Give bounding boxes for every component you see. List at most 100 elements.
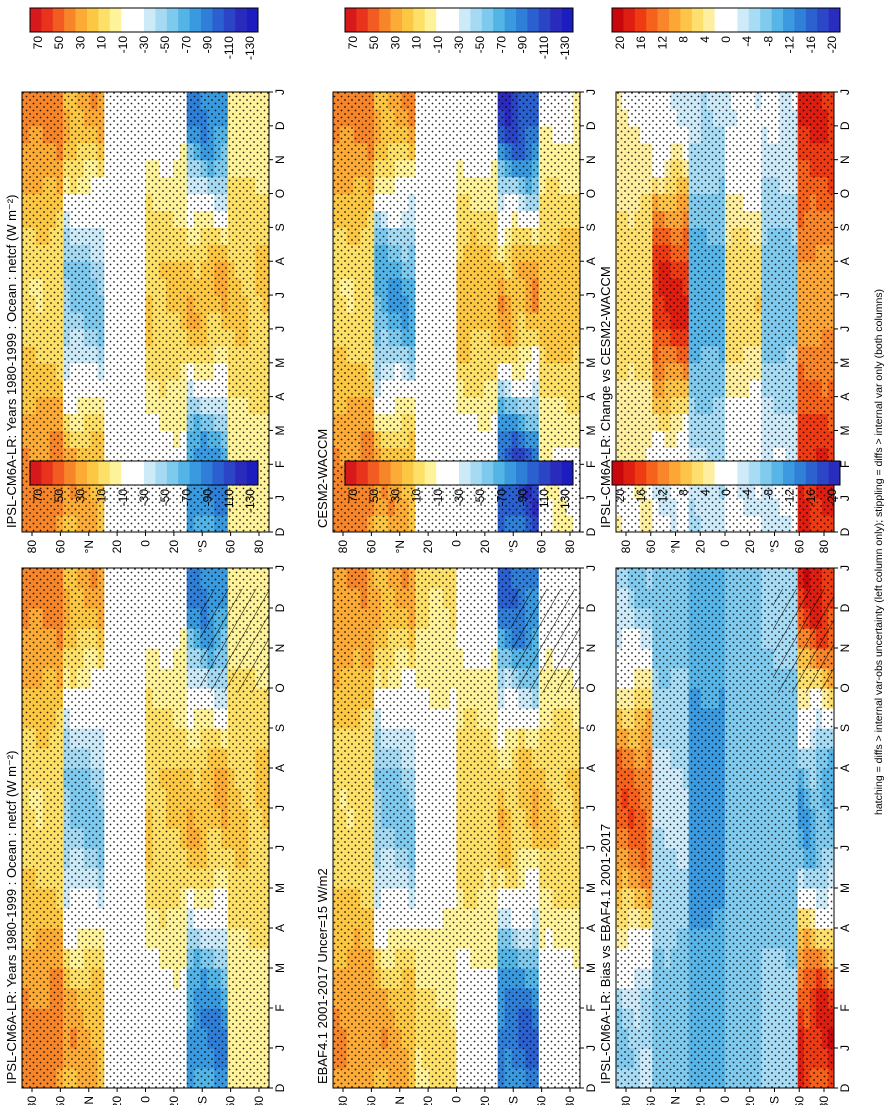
lat-tick-label: 60 [644, 1096, 658, 1105]
month-tick-label: D [273, 121, 287, 130]
hatching-overlay [773, 589, 834, 693]
lat-tick-label: °N [393, 540, 407, 553]
hatching-overlay [200, 589, 269, 693]
month-tick-label: S [584, 724, 598, 732]
month-tick-label: O [584, 189, 598, 198]
month-tick-label: M [584, 425, 598, 435]
month-tick-label: J [273, 89, 287, 95]
month-tick-label: N [273, 155, 287, 164]
month-tick-label: M [838, 883, 852, 893]
panel-title: EBAF4.1 2001-2017 Uncer=15 W/m2 [315, 868, 330, 1084]
month-tick-label: D [273, 1083, 287, 1092]
lat-tick-label: 20 [167, 540, 181, 554]
month-tick-label: A [584, 393, 598, 401]
month-tick-label: J [584, 292, 598, 298]
month-tick-label: J [584, 495, 598, 501]
month-tick-label: M [273, 425, 287, 435]
month-tick-label: S [273, 223, 287, 231]
heatmap-field [616, 568, 835, 1089]
month-tick-label: J [838, 845, 852, 851]
month-tick-label: F [584, 461, 598, 468]
lat-tick-label: 0 [450, 540, 464, 547]
hatching-overlay [511, 589, 580, 693]
lat-tick-label: 0 [139, 540, 153, 547]
lat-tick-label: 0 [139, 1096, 153, 1103]
lat-tick-label: 20 [421, 540, 435, 554]
month-tick-label: N [273, 644, 287, 653]
lat-tick-label: °S [195, 1096, 209, 1105]
lat-tick-label: 80 [252, 540, 266, 554]
month-tick-label: D [584, 603, 598, 612]
lat-tick-label: 60 [224, 540, 238, 554]
lat-tick-label: °N [82, 540, 96, 553]
month-tick-label: J [838, 565, 852, 571]
month-tick-label: F [584, 1004, 598, 1011]
lat-tick-label: 0 [450, 1096, 464, 1103]
month-tick-label: S [273, 724, 287, 732]
month-tick-label: F [838, 1004, 852, 1011]
month-tick-label: A [838, 764, 852, 772]
month-tick-label: S [838, 724, 852, 732]
month-tick-label: J [273, 326, 287, 332]
month-tick-label: M [838, 963, 852, 973]
month-tick-label: J [273, 292, 287, 298]
lat-tick-label: °S [506, 1096, 520, 1105]
month-tick-label: A [584, 257, 598, 265]
panel-title: CESM2-WACCM [315, 429, 330, 528]
month-tick-label: J [584, 1045, 598, 1051]
lat-tick-label: 60 [364, 540, 378, 554]
month-tick-label: F [273, 461, 287, 468]
month-tick-label: M [273, 883, 287, 893]
lat-tick-label: 80 [252, 1096, 266, 1105]
lat-tick-label: °N [669, 1096, 683, 1105]
month-tick-label: J [584, 845, 598, 851]
month-tick-label: D [838, 603, 852, 612]
month-tick-label: J [273, 1045, 287, 1051]
month-tick-label: A [584, 924, 598, 932]
lat-tick-label: 60 [535, 1096, 549, 1105]
month-tick-label: A [273, 393, 287, 401]
lat-tick-label: °N [393, 1096, 407, 1105]
month-tick-label: O [273, 189, 287, 198]
month-tick-label: J [273, 495, 287, 501]
month-tick-label: M [584, 358, 598, 368]
month-tick-label: N [584, 644, 598, 653]
month-tick-label: A [838, 924, 852, 932]
month-tick-label: M [273, 358, 287, 368]
month-tick-label: D [584, 1083, 598, 1092]
lat-tick-label: 80 [25, 1096, 39, 1105]
month-tick-label: D [273, 527, 287, 536]
month-tick-label: A [273, 764, 287, 772]
month-tick-label: F [273, 1004, 287, 1011]
month-tick-label: J [584, 805, 598, 811]
month-tick-label: N [838, 644, 852, 653]
lat-tick-label: 0 [718, 1096, 732, 1103]
month-tick-label: S [584, 223, 598, 231]
month-tick-label: M [584, 963, 598, 973]
lat-tick-label: 20 [693, 1096, 707, 1105]
lat-tick-label: °S [768, 1096, 782, 1105]
panels: D J F M A M J J A S O N D J 80 60 °N 20 0 20 °S 60 80 IPSL-CM6A… [4, 89, 852, 1105]
lat-tick-label: 20 [478, 1096, 492, 1105]
lat-tick-label: 20 [743, 1096, 757, 1105]
month-tick-label: D [273, 603, 287, 612]
month-tick-label: J [584, 89, 598, 95]
month-tick-label: N [584, 155, 598, 164]
lat-tick-label: 60 [364, 1096, 378, 1105]
month-tick-label: J [838, 1045, 852, 1051]
month-tick-label: M [584, 883, 598, 893]
heatmap-field [333, 568, 581, 1089]
month-tick-label: O [273, 683, 287, 692]
lat-tick-label: 60 [224, 1096, 238, 1105]
month-tick-label: J [584, 326, 598, 332]
lat-tick-label: 80 [817, 1096, 831, 1105]
lat-tick-label: 80 [619, 1096, 633, 1105]
lat-tick-label: 20 [421, 1096, 435, 1105]
month-tick-label: J [838, 805, 852, 811]
panel-title: IPSL-CM6A-LR: Bias vs EBAF4.1 2001-2017 [598, 824, 613, 1084]
